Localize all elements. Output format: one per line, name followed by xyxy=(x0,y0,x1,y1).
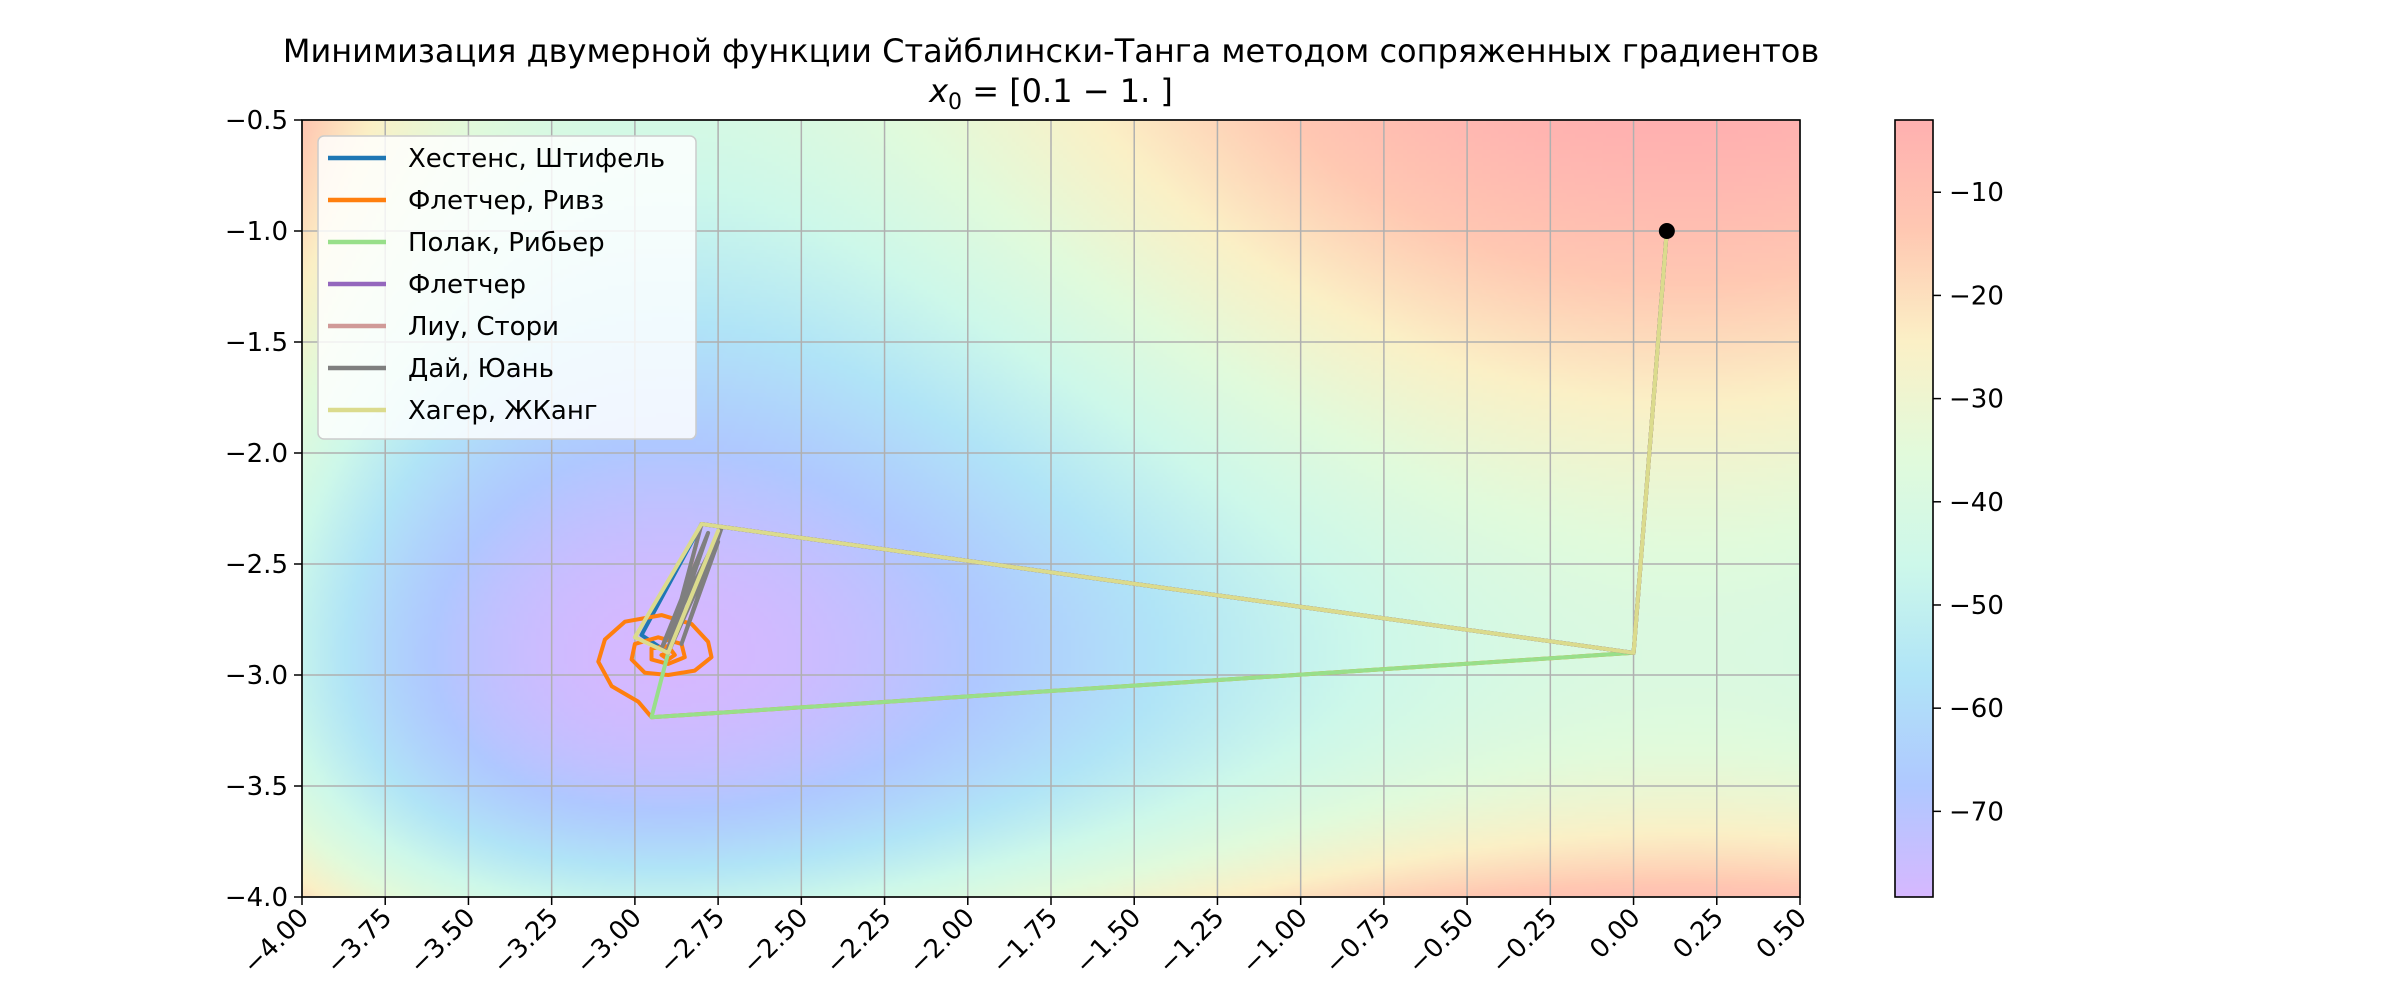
x-tick-label: −3.00 xyxy=(570,903,648,981)
legend-label: Дай, Юань xyxy=(408,354,554,384)
x-tick-label: −0.75 xyxy=(1319,903,1397,981)
colorbar: −10 −20 −30 −40 −50 −60 −70 xyxy=(1894,119,2004,898)
y-tick-label: −0.5 xyxy=(225,106,288,136)
colorbar-tick-label: −10 xyxy=(1949,178,2004,208)
legend-label: Полак, Рибьер xyxy=(408,228,605,258)
x-tick-label: 0.25 xyxy=(1668,903,1730,965)
y-tick-label: −4.0 xyxy=(225,883,288,913)
colorbar-tick-label: −30 xyxy=(1949,385,2004,415)
x-tick-label: −0.25 xyxy=(1486,903,1564,981)
colorbar-tick-label: −60 xyxy=(1949,694,2004,724)
x-tick-label: −2.50 xyxy=(737,903,815,981)
colorbar-tick-label: −50 xyxy=(1949,591,2004,621)
x-tick-label: 0.50 xyxy=(1751,903,1813,965)
colorbar-ticks: −10 −20 −30 −40 −50 −60 −70 xyxy=(1933,178,2004,827)
x-axis-ticks: −4.00 −3.75 −3.50 −3.25 −3.00 −2.75 −2.50 −2.25… xyxy=(237,897,1813,980)
y-tick-label: −2.5 xyxy=(225,550,288,580)
chart-title: Минимизация двумерной функции Стайблинск… xyxy=(283,32,1819,70)
legend-label: Хагер, ЖКанг xyxy=(408,396,598,426)
subtitle-variable: x xyxy=(928,72,949,110)
colorbar-tick-label: −20 xyxy=(1949,281,2004,311)
x-tick-label: −1.75 xyxy=(986,903,1064,981)
y-tick-label: −3.5 xyxy=(225,772,288,802)
x-tick-label: −4.00 xyxy=(237,903,315,981)
x-tick-label: −3.50 xyxy=(404,903,482,981)
x-tick-label: −3.25 xyxy=(487,903,565,981)
legend-label: Флетчер xyxy=(408,270,526,300)
start-point-marker xyxy=(1658,223,1675,239)
colorbar-tick-label: −40 xyxy=(1949,488,2004,518)
x-tick-label: −2.75 xyxy=(654,903,732,981)
legend-label: Флетчер, Ривз xyxy=(408,186,604,216)
chart-subtitle: x0 = [0.1 − 1. ] xyxy=(928,72,1173,115)
x-tick-label: −1.25 xyxy=(1153,903,1231,981)
x-tick-label: −3.75 xyxy=(321,903,399,981)
legend-box xyxy=(317,135,697,440)
trajectory-lines xyxy=(596,229,1669,720)
x-tick-label: −1.00 xyxy=(1236,903,1314,981)
x-tick-label: −2.00 xyxy=(903,903,981,981)
colorbar-tick-label: −70 xyxy=(1949,797,2004,827)
y-tick-label: −1.0 xyxy=(225,217,288,247)
x-tick-label: −1.50 xyxy=(1070,903,1148,981)
subtitle-value: = [0.1 − 1. ] xyxy=(962,72,1173,110)
y-tick-label: −1.5 xyxy=(225,328,288,358)
y-axis-ticks: −0.5 −1.0 −1.5 −2.0 −2.5 −3.0 −3.5 −4.0 xyxy=(225,106,302,913)
legend-label: Хестенс, Штифель xyxy=(408,144,665,174)
colorbar-gradient xyxy=(1894,119,1934,898)
subtitle-subscript: 0 xyxy=(948,90,962,115)
x-tick-label: −2.25 xyxy=(820,903,898,981)
x-tick-label: 0.00 xyxy=(1584,903,1646,965)
legend: Хестенс, Штифель Флетчер, Ривз Полак, Рибь… xyxy=(317,135,697,440)
legend-label: Лиу, Стори xyxy=(408,312,559,342)
x-tick-label: −0.50 xyxy=(1403,903,1481,981)
series-line-7 xyxy=(632,229,1669,655)
y-tick-label: −3.0 xyxy=(225,661,288,691)
y-tick-label: −2.0 xyxy=(225,439,288,469)
